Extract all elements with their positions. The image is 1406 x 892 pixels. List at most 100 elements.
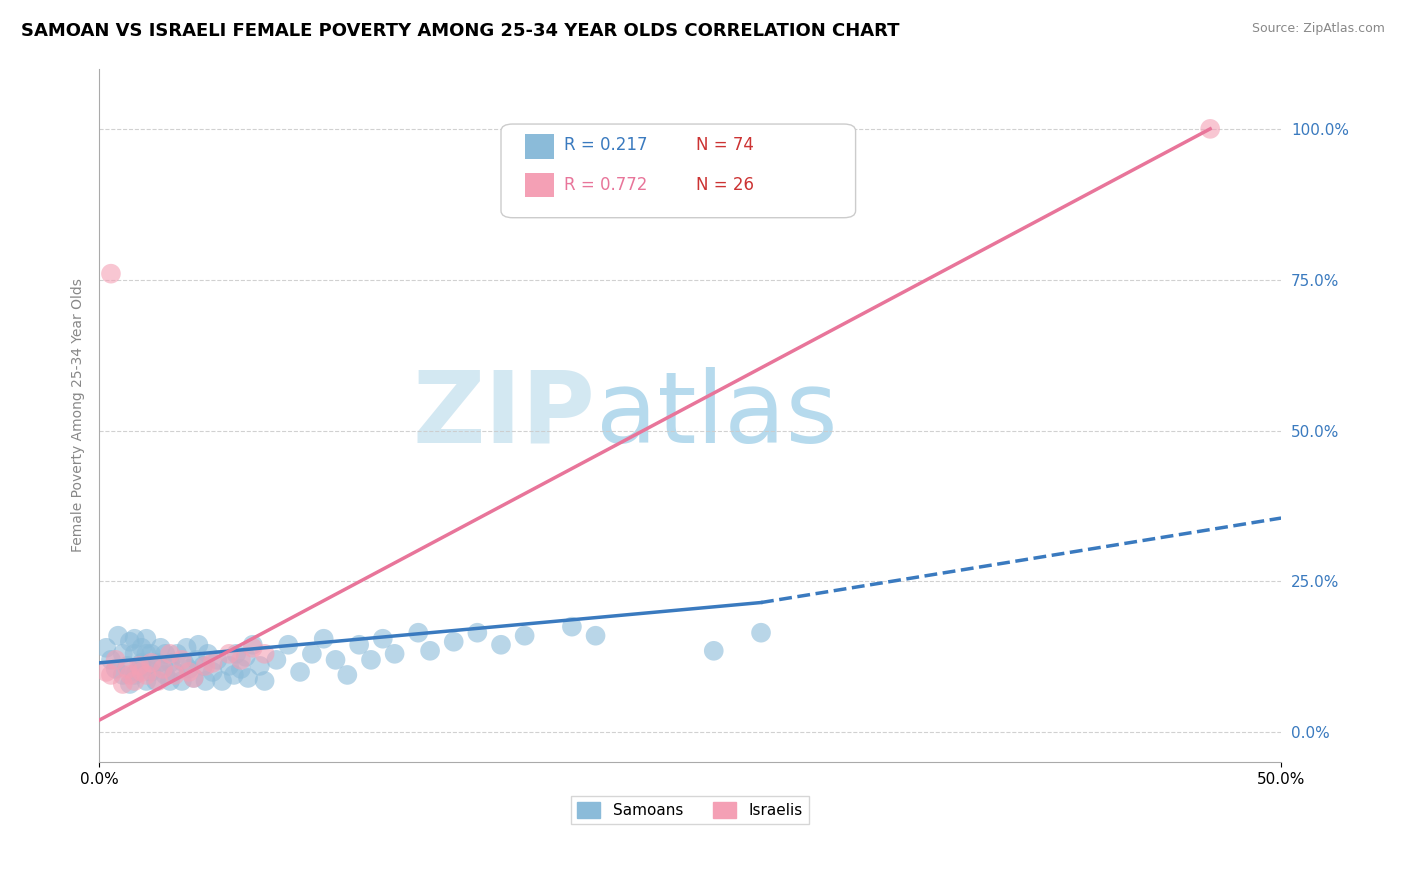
Point (211, 673, 233, 688)
Point (249, 659, 271, 673)
Point (229, 662, 252, 676)
Point (288, 665, 311, 679)
Point (194, 673, 217, 688)
Point (1199, 121, 1222, 136)
Point (183, 671, 205, 685)
Point (336, 668, 359, 682)
Point (201, 665, 224, 679)
Point (242, 638, 264, 652)
Point (371, 632, 394, 646)
Point (191, 659, 214, 673)
Text: ZIP: ZIP (413, 367, 596, 464)
Point (489, 638, 512, 652)
Point (118, 677, 141, 691)
Text: N = 26: N = 26 (696, 176, 754, 194)
Point (107, 629, 129, 643)
Text: R = 0.217: R = 0.217 (564, 136, 647, 153)
Point (148, 656, 170, 670)
Point (117, 659, 139, 673)
Point (467, 625, 489, 640)
Point (166, 647, 188, 661)
Point (128, 659, 150, 673)
Point (325, 653, 347, 667)
Point (184, 653, 207, 667)
Point (177, 662, 200, 676)
Point (139, 647, 162, 661)
Point (236, 671, 259, 685)
Point (170, 673, 193, 688)
Point (360, 653, 382, 667)
Point (225, 647, 247, 661)
Point (194, 659, 217, 673)
Point (703, 644, 725, 658)
Point (218, 647, 240, 661)
Point (207, 653, 229, 667)
Point (135, 632, 157, 646)
Point (443, 634, 465, 648)
Point (749, 625, 772, 640)
Point (152, 662, 174, 676)
Text: R = 0.772: R = 0.772 (564, 176, 647, 194)
Point (124, 673, 146, 688)
Point (347, 638, 370, 652)
Point (406, 625, 429, 640)
Point (183, 671, 205, 685)
Point (176, 640, 198, 655)
Point (131, 640, 153, 655)
Point (170, 653, 193, 667)
Point (135, 673, 157, 688)
Point (229, 653, 252, 667)
Point (100, 267, 122, 281)
Point (139, 656, 162, 670)
Point (100, 668, 122, 682)
Point (585, 629, 607, 643)
Point (159, 647, 181, 661)
Point (312, 632, 335, 646)
Point (111, 668, 134, 682)
Point (131, 656, 153, 670)
Point (384, 647, 406, 661)
Point (131, 665, 153, 679)
Point (419, 644, 441, 658)
Legend: Samoans, Israelis: Samoans, Israelis (571, 796, 808, 824)
Point (177, 665, 200, 679)
Point (197, 647, 219, 661)
Point (139, 665, 162, 679)
Point (163, 668, 186, 682)
Point (111, 677, 134, 691)
Point (104, 662, 127, 676)
Point (201, 656, 224, 670)
Point (118, 668, 141, 682)
Text: Source: ZipAtlas.com: Source: ZipAtlas.com (1251, 22, 1385, 36)
Bar (524, 173, 554, 197)
Point (124, 632, 146, 646)
Point (235, 649, 257, 664)
Point (277, 638, 299, 652)
Point (152, 659, 174, 673)
Point (125, 665, 148, 679)
Point (111, 647, 134, 661)
Point (148, 673, 170, 688)
Text: SAMOAN VS ISRAELI FEMALE POVERTY AMONG 25-34 YEAR OLDS CORRELATION CHART: SAMOAN VS ISRAELI FEMALE POVERTY AMONG 2… (21, 22, 900, 40)
FancyBboxPatch shape (501, 124, 856, 218)
Point (242, 640, 264, 655)
Point (96, 640, 118, 655)
Point (135, 668, 157, 682)
Text: atlas: atlas (596, 367, 837, 464)
Point (135, 647, 157, 661)
Point (104, 653, 127, 667)
Point (124, 668, 146, 682)
Point (124, 647, 146, 661)
Point (96, 665, 118, 679)
Point (187, 638, 209, 652)
Point (218, 659, 240, 673)
Point (163, 665, 186, 679)
Y-axis label: Female Poverty Among 25-34 Year Olds: Female Poverty Among 25-34 Year Olds (72, 278, 86, 552)
Point (159, 656, 181, 670)
Point (117, 662, 139, 676)
Point (222, 668, 245, 682)
Point (561, 620, 583, 634)
Point (253, 647, 276, 661)
Point (266, 653, 288, 667)
Point (118, 634, 141, 648)
